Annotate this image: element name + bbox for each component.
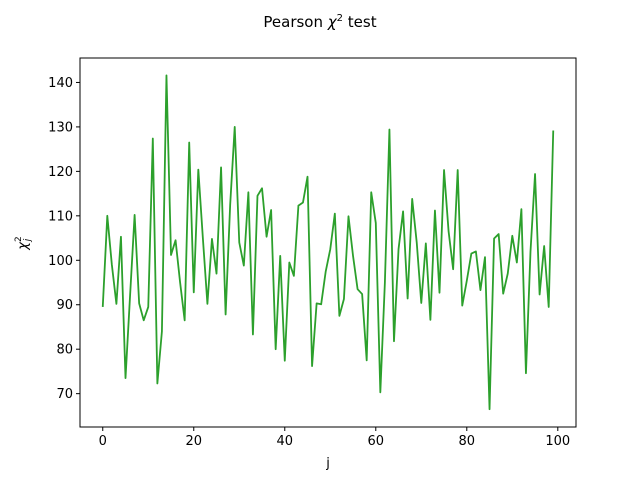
- x-tick-label: 80: [459, 434, 476, 449]
- x-tick-label: 100: [545, 434, 570, 449]
- y-tick-label: 110: [48, 209, 73, 224]
- y-tick-label: 100: [48, 254, 73, 269]
- chart-title-rest: test: [343, 13, 377, 31]
- axes-frame: [79, 57, 577, 428]
- y-axis: 70 80 90 100 110 120 130 140: [48, 76, 80, 402]
- y-tick-label: 90: [56, 298, 73, 313]
- x-tick-label: 0: [99, 434, 107, 449]
- x-tick-label: 40: [276, 434, 293, 449]
- y-axis-label-subscript: j: [23, 238, 33, 243]
- y-tick-label: 80: [56, 343, 73, 358]
- y-axis-label-superscript: 2: [14, 236, 24, 242]
- y-tick-label: 140: [48, 76, 73, 91]
- series-line-0: [101, 74, 555, 411]
- chart-title-main: Pearson: [263, 13, 327, 31]
- y-tick-label: 120: [48, 165, 73, 180]
- y-axis-label-symbol: χ: [16, 241, 31, 251]
- x-tick-label: 20: [185, 434, 202, 449]
- chart-title-symbol: χ: [327, 13, 338, 31]
- x-axis: 0 20 40 60 80 100: [99, 427, 570, 449]
- y-axis-label: χ2j: [14, 236, 33, 250]
- y-tick-label: 130: [48, 120, 73, 135]
- chart-title-superscript: 2: [337, 13, 343, 24]
- x-axis-label: j: [325, 456, 330, 471]
- y-tick-label: 70: [56, 387, 73, 402]
- x-tick-label: 60: [368, 434, 385, 449]
- plot-area: [101, 74, 555, 411]
- chart-title: Pearson χ2 test: [263, 13, 376, 31]
